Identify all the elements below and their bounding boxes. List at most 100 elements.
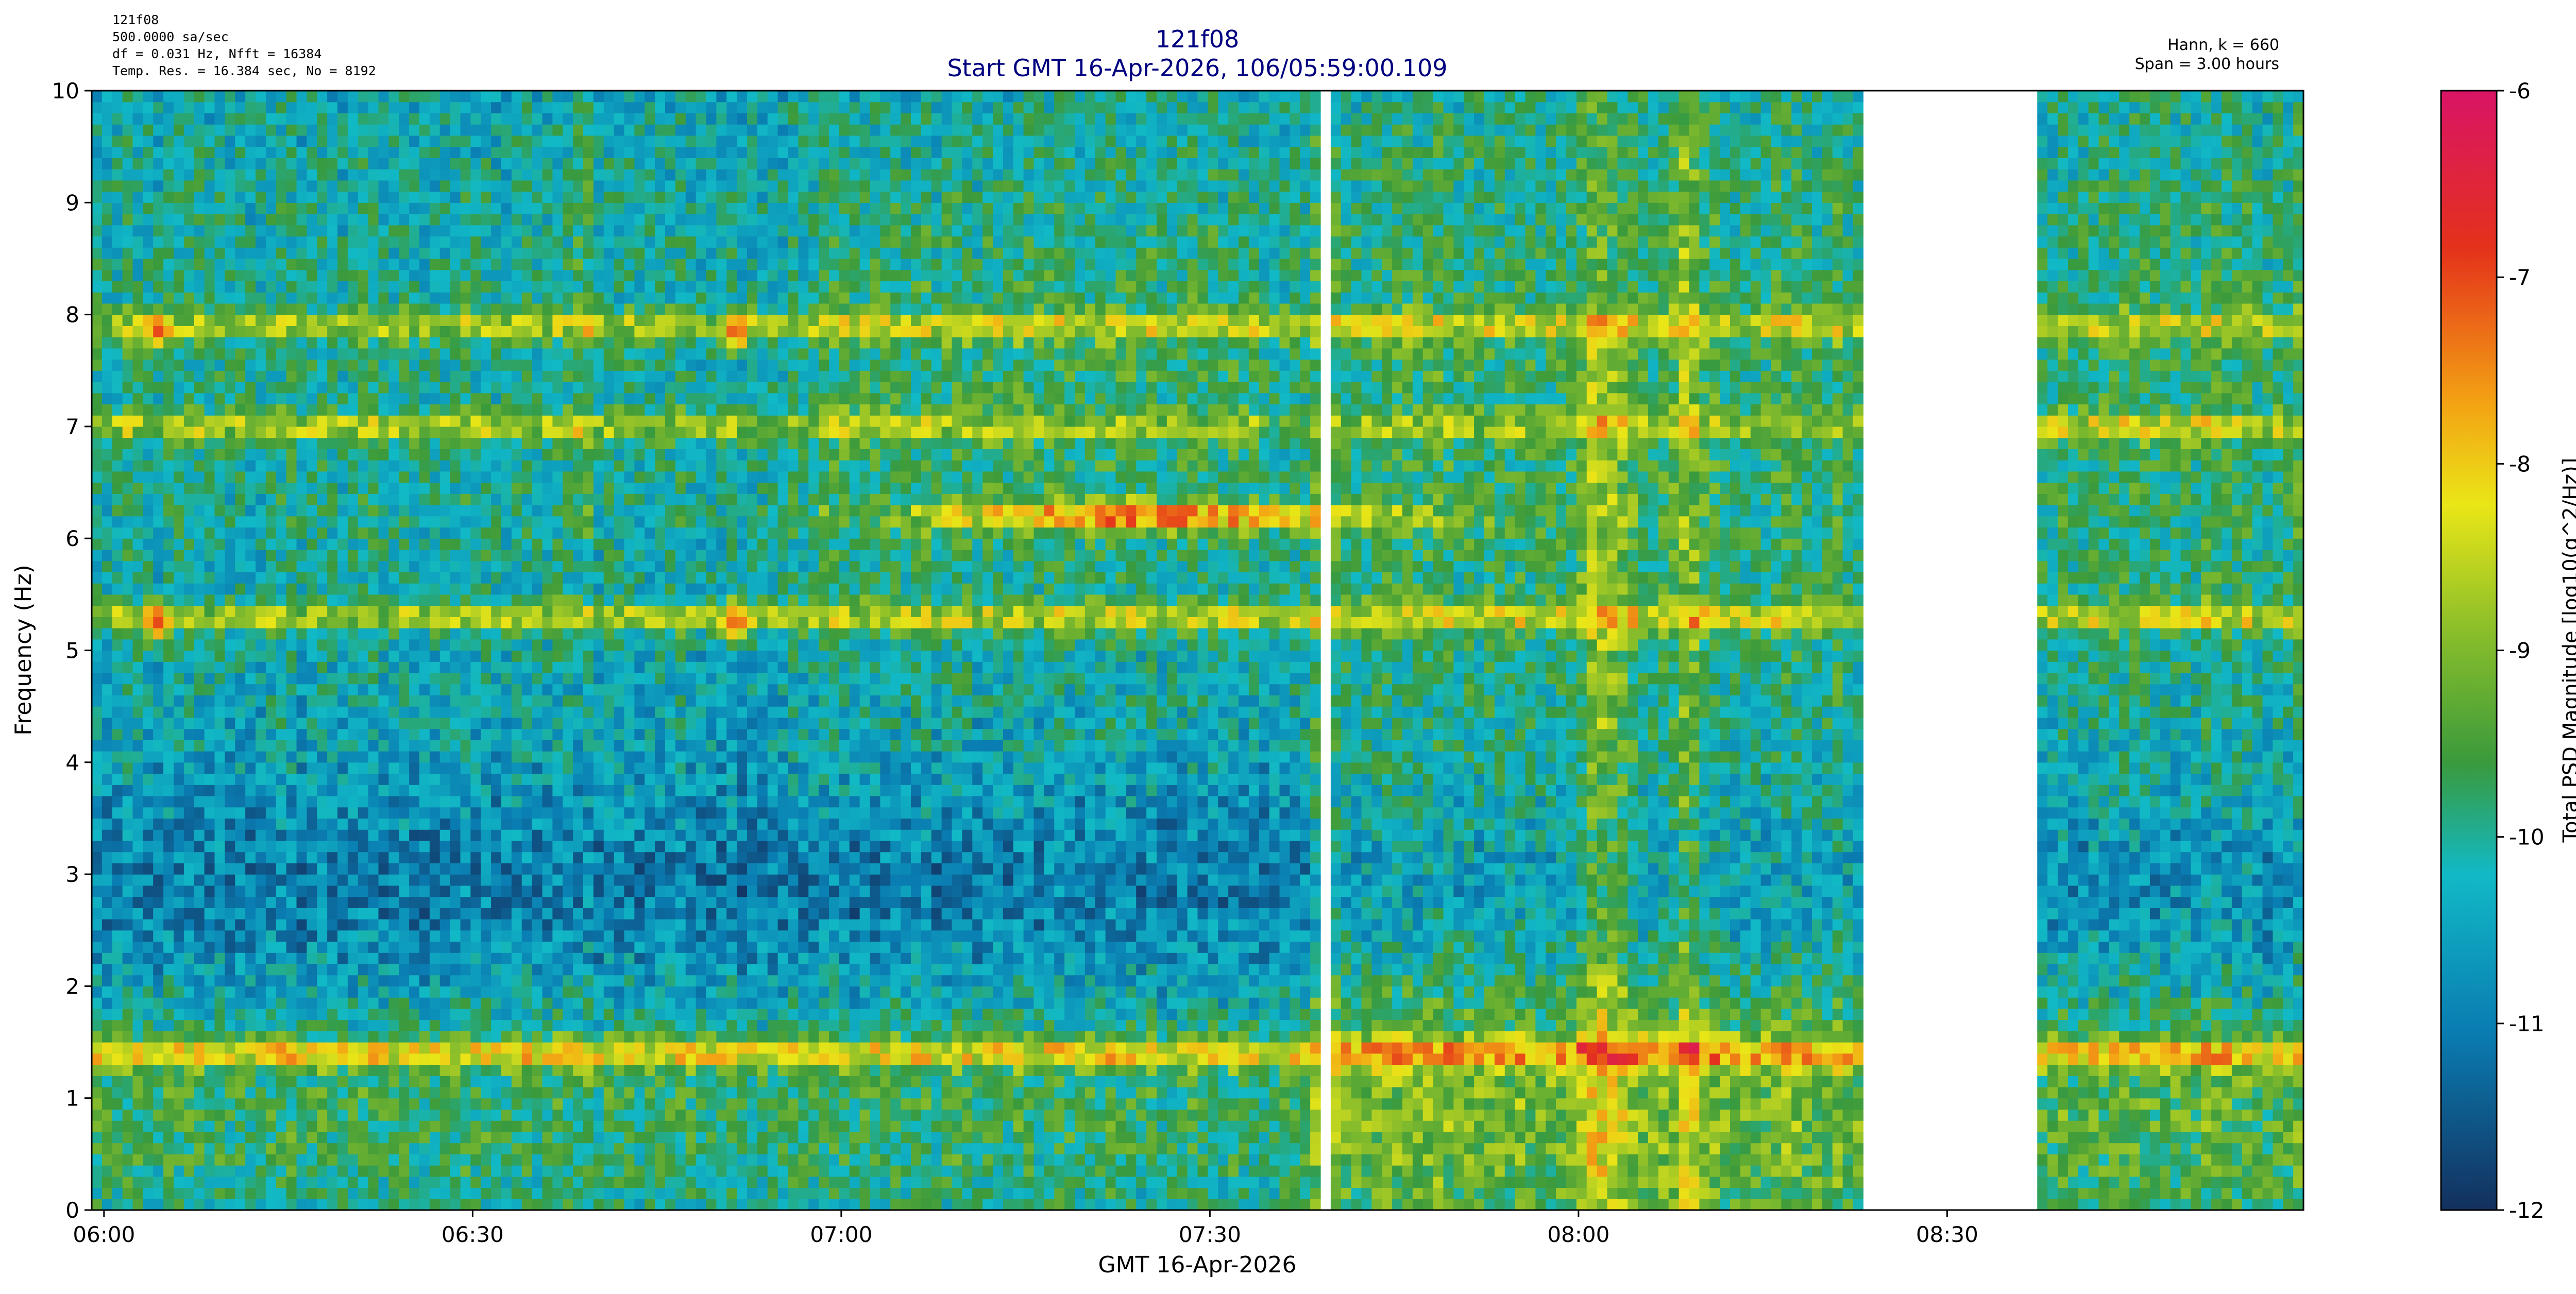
heatmap-cell <box>266 1053 276 1065</box>
heatmap-cell <box>481 326 491 337</box>
heatmap-cell <box>594 382 604 393</box>
heatmap-cell <box>419 1053 430 1065</box>
heatmap-cell <box>512 874 522 886</box>
heatmap-cell <box>470 1098 481 1110</box>
heatmap-cell <box>205 158 215 169</box>
heatmap-cell <box>215 449 225 460</box>
heatmap-cell <box>337 471 348 483</box>
heatmap-cell <box>184 964 194 975</box>
heatmap-cell <box>481 975 491 986</box>
heatmap-cell <box>583 1076 594 1087</box>
heatmap-cell <box>143 762 153 774</box>
heatmap-cell <box>297 292 307 303</box>
heatmap-cell <box>583 908 594 919</box>
heatmap-cell <box>256 202 266 214</box>
heatmap-cell <box>153 807 163 819</box>
heatmap-cell <box>419 695 430 706</box>
heatmap-cell <box>358 829 368 841</box>
heatmap-cell <box>583 729 594 740</box>
heatmap-cell <box>419 326 430 337</box>
heatmap-cell <box>522 1154 532 1165</box>
heatmap-cell <box>491 729 501 740</box>
heatmap-cell <box>522 740 532 751</box>
heatmap-cell <box>245 315 256 326</box>
heatmap-cell <box>123 538 133 550</box>
heatmap-cell <box>317 1132 327 1143</box>
heatmap-cell <box>388 192 399 203</box>
heatmap-cell <box>235 818 245 829</box>
heatmap-cell <box>163 1098 174 1110</box>
heatmap-cell <box>225 281 235 292</box>
heatmap-cell <box>225 930 235 942</box>
heatmap-cell <box>215 594 225 606</box>
heatmap-cell <box>430 684 440 695</box>
heatmap-cell <box>563 1031 573 1042</box>
heatmap-cell <box>297 684 307 695</box>
heatmap-cell <box>102 337 112 348</box>
heatmap-cell <box>215 382 225 393</box>
heatmap-cell <box>461 192 471 203</box>
heatmap-cell <box>102 1031 112 1042</box>
heatmap-cell <box>163 1109 174 1120</box>
heatmap-cell <box>286 493 297 505</box>
heatmap-cell <box>184 202 194 214</box>
heatmap-cell <box>194 1132 205 1143</box>
heatmap-cell <box>358 471 368 483</box>
heatmap-cell <box>409 628 419 639</box>
heatmap-cell <box>470 952 481 964</box>
heatmap-cell <box>266 594 276 606</box>
heatmap-cell <box>143 751 153 762</box>
heatmap-cell <box>92 628 102 639</box>
heatmap-cell <box>594 964 604 975</box>
heatmap-cell <box>235 102 245 113</box>
heatmap-cell <box>297 841 307 852</box>
heatmap-cell <box>583 886 594 897</box>
heatmap-cell <box>399 214 409 225</box>
heatmap-cell <box>388 874 399 886</box>
heatmap-cell <box>286 427 297 438</box>
heatmap-cell <box>399 538 409 550</box>
heatmap-cell <box>409 695 419 706</box>
heatmap-cell <box>307 527 317 538</box>
heatmap-cell <box>174 1031 184 1042</box>
heatmap-cell <box>163 326 174 337</box>
heatmap-cell <box>522 818 532 829</box>
heatmap-cell <box>163 886 174 897</box>
heatmap-cell <box>112 986 123 997</box>
heatmap-cell <box>317 415 327 427</box>
heatmap-cell <box>450 1143 461 1154</box>
heatmap-cell <box>133 1199 143 1210</box>
heatmap-cell <box>470 1031 481 1042</box>
heatmap-cell <box>501 863 512 874</box>
heatmap-cell <box>92 1098 102 1110</box>
heatmap-cell <box>532 192 543 203</box>
heatmap-cell <box>184 1065 194 1076</box>
heatmap-cell <box>461 1053 471 1065</box>
heatmap-cell <box>245 102 256 113</box>
heatmap-cell <box>491 997 501 1009</box>
heatmap-cell <box>102 1188 112 1199</box>
heatmap-cell <box>133 259 143 270</box>
heatmap-cell <box>379 740 389 751</box>
heatmap-cell <box>563 785 573 796</box>
heatmap-cell <box>143 180 153 192</box>
heatmap-cell <box>266 303 276 315</box>
heatmap-cell <box>583 292 594 303</box>
heatmap-cell <box>245 930 256 942</box>
heatmap-cell <box>215 673 225 684</box>
heatmap-cell <box>491 471 501 483</box>
heatmap-cell <box>563 1009 573 1020</box>
heatmap-cell <box>450 941 461 952</box>
heatmap-cell <box>501 1065 512 1076</box>
heatmap-cell <box>470 718 481 729</box>
heatmap-cell <box>163 997 174 1009</box>
heatmap-cell <box>594 930 604 942</box>
heatmap-cell <box>225 192 235 203</box>
heatmap-cell <box>327 796 337 807</box>
heatmap-cell <box>388 102 399 113</box>
heatmap-cell <box>225 639 235 651</box>
heatmap-cell <box>245 91 256 102</box>
heatmap-cell <box>358 785 368 796</box>
heatmap-cell <box>297 348 307 360</box>
heatmap-cell <box>348 1020 358 1031</box>
